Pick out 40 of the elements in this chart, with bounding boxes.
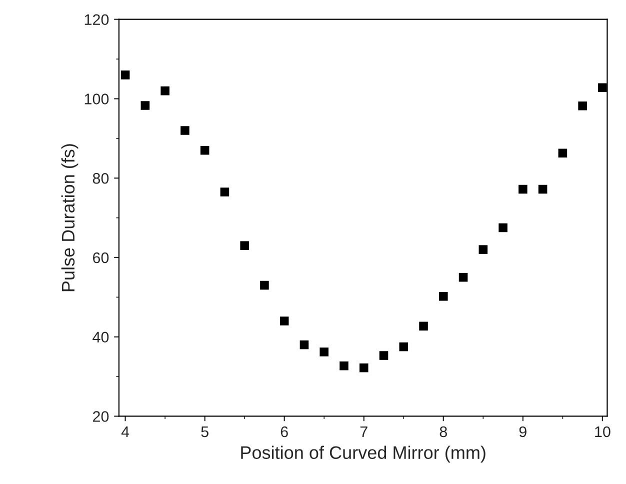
x-tick-label: 6 [280,426,288,438]
point [320,348,329,356]
point [220,188,230,196]
point [558,148,568,158]
point [478,245,488,254]
point [419,322,428,331]
point [340,361,348,370]
x-tick-label: 10 [595,426,610,438]
point [399,342,408,352]
x-tick-label: 5 [201,426,208,438]
point [240,241,249,250]
point [160,86,170,96]
point [439,292,448,301]
point [598,83,607,92]
point [359,363,368,372]
point [140,101,150,110]
point [300,340,309,350]
point [379,351,388,360]
point [458,272,468,282]
y-axis-title: Pulse Duration (fs) [61,144,78,292]
x-tick-label: 4 [121,426,130,438]
point [180,126,190,135]
point [538,184,548,194]
x-tick-label: 9 [519,426,526,438]
point [518,184,528,194]
point [498,223,508,232]
y-tick-label: 40 [92,332,109,343]
x-axis-title: Position of Curved Mirror (mm) [241,446,486,463]
y-tick-label: 120 [84,14,109,26]
y-tick-label: 20 [92,411,109,422]
x-tick-label: 8 [440,426,447,438]
y-tick-label: 100 [84,94,109,104]
point [260,280,269,290]
x-tick-label: 7 [360,426,368,438]
y-tick-label: 60 [93,252,109,264]
y-tick-label: 80 [92,172,109,184]
point [280,316,289,326]
point [120,70,130,80]
point [200,146,210,155]
point [578,101,587,110]
